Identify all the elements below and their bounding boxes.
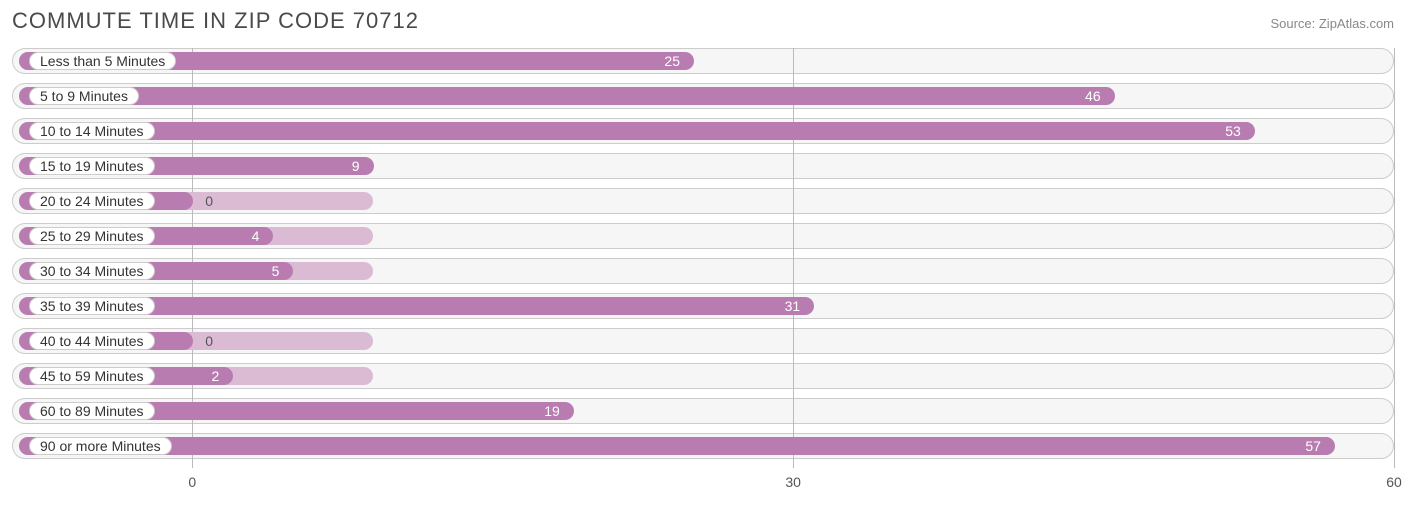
bar-row-inner bbox=[13, 399, 1393, 423]
bar-row-inner bbox=[13, 224, 1393, 248]
category-pill: 5 to 9 Minutes bbox=[29, 87, 139, 105]
bar-row-inner bbox=[13, 434, 1393, 458]
bar-row-inner bbox=[13, 49, 1393, 73]
bar-row: 5 to 9 Minutes 46 bbox=[12, 83, 1394, 109]
category-pill: 20 to 24 Minutes bbox=[29, 192, 155, 210]
bar-row: 40 to 44 Minutes 0 bbox=[12, 328, 1394, 354]
category-pill: 15 to 19 Minutes bbox=[29, 157, 155, 175]
bar-row-inner bbox=[13, 259, 1393, 283]
gridline bbox=[793, 48, 794, 468]
bar-row: 90 or more Minutes 57 bbox=[12, 433, 1394, 459]
category-pill: 40 to 44 Minutes bbox=[29, 332, 155, 350]
chart-container: COMMUTE TIME IN ZIP CODE 70712 Source: Z… bbox=[0, 0, 1406, 524]
bar-row-inner bbox=[13, 189, 1393, 213]
value-label: 5 bbox=[272, 259, 280, 283]
bar-row: 25 to 29 Minutes 4 bbox=[12, 223, 1394, 249]
chart-source: Source: ZipAtlas.com bbox=[1270, 16, 1394, 31]
bar-row-inner bbox=[13, 84, 1393, 108]
value-label: 2 bbox=[212, 364, 220, 388]
category-pill: 45 to 59 Minutes bbox=[29, 367, 155, 385]
bar-row: 30 to 34 Minutes 5 bbox=[12, 258, 1394, 284]
bar-row-inner bbox=[13, 364, 1393, 388]
bar bbox=[19, 122, 1255, 140]
value-label: 0 bbox=[205, 189, 213, 213]
chart-header: COMMUTE TIME IN ZIP CODE 70712 Source: Z… bbox=[12, 8, 1394, 34]
category-pill: 60 to 89 Minutes bbox=[29, 402, 155, 420]
category-pill: 25 to 29 Minutes bbox=[29, 227, 155, 245]
bar-row: Less than 5 Minutes 25 bbox=[12, 48, 1394, 74]
category-pill: 90 or more Minutes bbox=[29, 437, 172, 455]
bar-row: 10 to 14 Minutes 53 bbox=[12, 118, 1394, 144]
bar-row: 20 to 24 Minutes 0 bbox=[12, 188, 1394, 214]
bar bbox=[19, 87, 1115, 105]
bar bbox=[19, 437, 1335, 455]
bar-row: 60 to 89 Minutes 19 bbox=[12, 398, 1394, 424]
category-pill: 35 to 39 Minutes bbox=[29, 297, 155, 315]
value-label: 25 bbox=[664, 49, 680, 73]
plot-area: Less than 5 Minutes255 to 9 Minutes4610 … bbox=[12, 48, 1394, 468]
gridline bbox=[1394, 48, 1395, 468]
bar-row: 45 to 59 Minutes 2 bbox=[12, 363, 1394, 389]
axis-tick: 60 bbox=[1386, 474, 1402, 490]
value-label: 53 bbox=[1225, 119, 1241, 143]
value-label: 0 bbox=[205, 329, 213, 353]
value-label: 31 bbox=[785, 294, 801, 318]
bar-row-inner bbox=[13, 294, 1393, 318]
value-label: 19 bbox=[544, 399, 560, 423]
bar-row-inner bbox=[13, 119, 1393, 143]
category-pill: 30 to 34 Minutes bbox=[29, 262, 155, 280]
x-axis: 03060 bbox=[12, 470, 1394, 494]
bar-row-inner bbox=[13, 154, 1393, 178]
axis-tick: 30 bbox=[785, 474, 801, 490]
bar-row: 35 to 39 Minutes 31 bbox=[12, 293, 1394, 319]
value-label: 57 bbox=[1305, 434, 1321, 458]
value-label: 4 bbox=[252, 224, 260, 248]
bar-row-inner bbox=[13, 329, 1393, 353]
axis-tick: 0 bbox=[188, 474, 196, 490]
value-label: 9 bbox=[352, 154, 360, 178]
bar-row: 15 to 19 Minutes 9 bbox=[12, 153, 1394, 179]
value-label: 46 bbox=[1085, 84, 1101, 108]
category-pill: Less than 5 Minutes bbox=[29, 52, 176, 70]
chart-title: COMMUTE TIME IN ZIP CODE 70712 bbox=[12, 8, 419, 34]
category-pill: 10 to 14 Minutes bbox=[29, 122, 155, 140]
